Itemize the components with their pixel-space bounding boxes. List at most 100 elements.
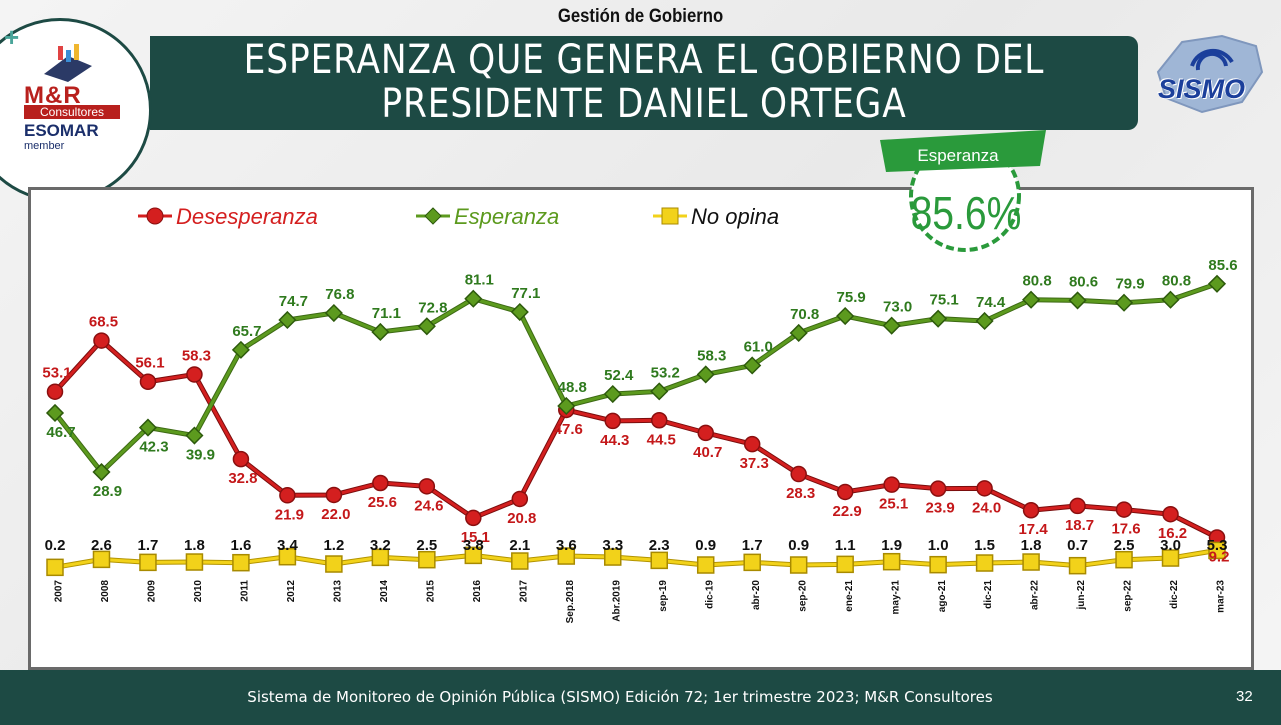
no-opina-point	[743, 553, 761, 572]
x-tick-label: abr-20	[751, 580, 762, 610]
desesperanza-label: 17.6	[1111, 521, 1140, 538]
legend-marker-0	[146, 207, 164, 225]
esperanza-label: 74.7	[279, 293, 308, 310]
no-opina-point	[557, 547, 576, 565]
esperanza-point	[138, 418, 158, 437]
no-opina-point	[418, 550, 436, 569]
desesperanza-point	[139, 373, 157, 390]
esperanza-point	[417, 317, 436, 336]
esperanza-label: 42.3	[139, 439, 168, 456]
title-line-2: PRESIDENTE DANIEL ORTEGA	[381, 81, 907, 127]
desesperanza-point	[883, 476, 900, 493]
desesperanza-label: 18.7	[1065, 517, 1094, 534]
esperanza-point	[510, 302, 529, 322]
sismo-logo-text: SISMO	[1158, 74, 1246, 104]
x-tick-label: Abr.2019	[611, 580, 622, 622]
esomar-text: ESOMAR	[24, 121, 99, 140]
x-tick-label: 2008	[100, 580, 111, 603]
no-opina-point	[371, 548, 390, 567]
no-opina-point	[1115, 550, 1133, 569]
no-opina-point	[139, 553, 157, 572]
esperanza-label: 53.2	[651, 364, 680, 381]
series-line-1	[53, 282, 1218, 474]
x-tick-label: 2017	[518, 580, 529, 603]
no-opina-label: 2.1	[509, 537, 530, 554]
legend-label-2: No opina	[691, 204, 779, 229]
no-opina-label: 0.7	[1067, 537, 1088, 554]
no-opina-point	[92, 550, 111, 569]
desesperanza-label: 15.1	[461, 529, 490, 546]
desesperanza-label: 53.1	[42, 365, 71, 382]
desesperanza-point	[836, 483, 854, 501]
esperanza-point	[45, 403, 65, 423]
x-tick-label: 2014	[379, 580, 390, 603]
no-opina-label: 3.0	[1160, 537, 1181, 554]
esperanza-point	[557, 396, 576, 416]
desesperanza-label: 44.3	[600, 432, 629, 449]
esperanza-label: 81.1	[465, 272, 494, 289]
x-axis-ticks: 2007 2008 2009 2010 2011 2012 2013 2014 2015 2016…	[54, 580, 1227, 624]
esperanza-label: 28.9	[93, 483, 122, 500]
no-opina-point	[232, 553, 250, 572]
footer-bar	[0, 670, 1281, 725]
esperanza-label: 73.0	[883, 299, 912, 316]
legend-marker-1	[424, 207, 442, 225]
desesperanza-label: 20.8	[507, 510, 536, 527]
no-opina-point	[511, 552, 529, 570]
desesperanza-label: 23.9	[926, 500, 955, 517]
desesperanza-point	[186, 366, 203, 383]
esomar-member-text: member	[24, 140, 65, 152]
no-opina-label: 2.6	[91, 537, 112, 554]
desesperanza-label: 37.3	[740, 455, 769, 472]
desesperanza-label: 68.5	[89, 314, 118, 331]
desesperanza-point	[1069, 497, 1086, 515]
x-tick-label: sep-20	[797, 580, 808, 612]
page-number: 32	[1236, 688, 1253, 705]
esperanza-label: 58.3	[697, 347, 726, 364]
desesperanza-label: 22.0	[321, 506, 350, 523]
no-opina-point	[185, 553, 204, 571]
desesperanza-point	[604, 412, 622, 430]
title-line-1: ESPERANZA QUE GENERA EL GOBIERNO DEL	[243, 37, 1045, 83]
x-tick-label: dic-21	[983, 580, 994, 609]
x-tick-label: sep-22	[1123, 580, 1134, 612]
x-tick-label: Sep.2018	[565, 580, 576, 624]
x-tick-label: may-21	[890, 580, 901, 615]
desesperanza-point	[325, 486, 343, 504]
x-tick-label: 2015	[425, 580, 436, 603]
no-opina-label: 1.7	[742, 537, 763, 554]
desesperanza-point	[1162, 505, 1179, 523]
chart-legend: Desesperanza Esperanza No opina	[138, 204, 779, 229]
plus-icon: +	[4, 22, 20, 52]
no-opina-label: 2.5	[1114, 537, 1135, 554]
no-opina-point	[789, 556, 808, 574]
esperanza-label: 70.8	[790, 306, 819, 323]
esperanza-point	[696, 365, 715, 384]
no-opina-label: 2.3	[649, 537, 670, 554]
legend-label-1: Esperanza	[454, 204, 559, 229]
esperanza-point	[603, 384, 622, 404]
esperanza-point	[975, 311, 994, 331]
x-tick-label: 2007	[54, 580, 65, 603]
no-opina-label: 0.2	[45, 537, 66, 554]
desesperanza-point	[418, 478, 436, 495]
esperanza-point	[278, 310, 297, 330]
esperanza-label: 39.9	[186, 447, 215, 464]
no-opina-label: 3.6	[556, 537, 577, 554]
no-opina-point	[836, 555, 854, 574]
desesperanza-label: 44.5	[647, 431, 676, 448]
no-opina-point	[1208, 541, 1226, 560]
no-opina-point	[46, 558, 64, 577]
esperanza-point	[929, 309, 948, 328]
x-tick-label: 2010	[193, 580, 204, 603]
esperanza-label: 46.7	[46, 424, 75, 441]
desesperanza-label: 16.2	[1158, 525, 1187, 542]
chart-panel	[28, 187, 1254, 670]
no-opina-label: 2.5	[416, 537, 437, 554]
x-tick-label: mar-23	[1216, 580, 1227, 613]
no-opina-label: 1.1	[835, 537, 856, 554]
esperanza-label: 85.6	[1208, 257, 1237, 274]
no-opina-label: 1.5	[974, 537, 995, 554]
no-opina-label: 3.2	[370, 537, 391, 554]
esperanza-point	[743, 356, 762, 375]
